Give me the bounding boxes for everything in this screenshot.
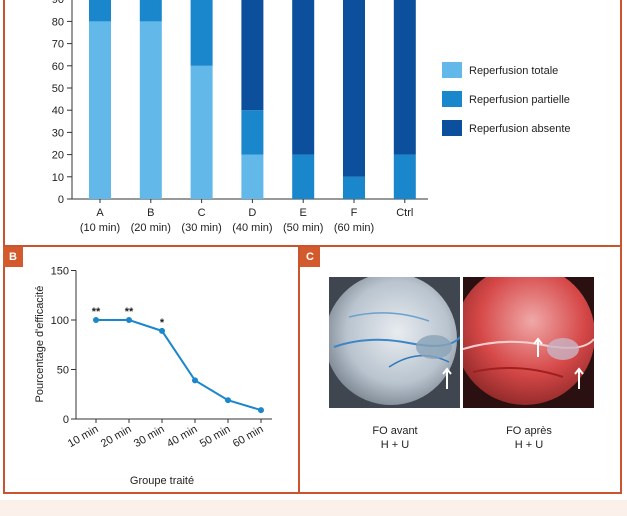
- x-tick-label: 40 min: [165, 423, 200, 450]
- photo-caption-after: FO après H + U: [474, 424, 584, 452]
- legend-swatch: [442, 91, 462, 107]
- x-tick-label: 50 min: [198, 423, 233, 450]
- y-axis-label: Pourcentage d'efficacité: [34, 286, 46, 403]
- bar-segment: [139, 21, 162, 200]
- significance-marker: **: [125, 306, 134, 318]
- photo-caption-after-line2: H + U: [514, 439, 544, 451]
- panel-c-badge: C: [300, 247, 320, 267]
- y-tick-label: 60: [52, 61, 64, 73]
- fundus-photo-before: [329, 277, 460, 408]
- bar-segment: [343, 0, 365, 177]
- x-tick-sublabel: (10 min): [80, 222, 120, 234]
- data-point: [225, 397, 231, 404]
- bottom-strip: [0, 500, 627, 516]
- legend-swatch: [442, 62, 462, 78]
- data-point: [258, 407, 264, 414]
- panel-divider-vertical: [298, 245, 300, 494]
- y-tick-label: 50: [57, 365, 69, 377]
- x-tick-label: F: [351, 207, 358, 219]
- x-tick-sublabel: (30 min): [181, 222, 221, 234]
- data-point: [159, 327, 165, 334]
- bar-segment: [393, 0, 416, 155]
- x-tick-label: B: [147, 207, 154, 219]
- data-point: [126, 317, 132, 323]
- bar-segment: [292, 154, 315, 199]
- y-tick-label: 40: [52, 105, 64, 117]
- bar-segment: [393, 154, 416, 199]
- y-tick-label: 100: [51, 315, 69, 327]
- legend-swatch: [442, 120, 462, 136]
- fundus-photo-after: [463, 277, 594, 408]
- y-tick-label: 150: [51, 266, 69, 278]
- y-tick-label: 50: [52, 83, 64, 95]
- stacked-bar-chart: 0 10 20 30 40 50 60 70 80 90 A (10 min) B (20 min) C (3…: [52, 0, 571, 234]
- bar-segment: [190, 65, 213, 199]
- x-tick-label: 60 min: [231, 423, 266, 450]
- photo-caption-before-line2: H + U: [380, 439, 410, 451]
- y-tick-label: 0: [63, 414, 69, 426]
- x-tick-sublabel: (60 min): [334, 222, 374, 234]
- photo-caption-before-line1: FO avant: [372, 425, 418, 437]
- x-tick-label: Ctrl: [396, 207, 413, 219]
- significance-marker: **: [92, 306, 101, 318]
- bar-segment: [89, 21, 111, 200]
- x-axis-label: Groupe traité: [130, 475, 194, 487]
- y-tick-label: 30: [52, 127, 64, 139]
- panel-divider-horizontal: [3, 245, 622, 247]
- y-tick-label: 70: [52, 39, 64, 51]
- photo-caption-before: FO avant H + U: [340, 424, 450, 452]
- bar-segment: [292, 0, 315, 155]
- y-tick-label: 20: [52, 150, 64, 162]
- x-tick-sublabel: (20 min): [131, 222, 171, 234]
- x-tick-sublabel: (40 min): [232, 222, 272, 234]
- y-tick-label: 80: [52, 16, 64, 28]
- significance-marker: *: [160, 317, 165, 329]
- efficacy-line-chart: 0 50 100 150 Pourcentage d'efficacité Groupe …: [34, 266, 272, 487]
- y-tick-label: 0: [58, 194, 64, 206]
- y-tick-label: 90: [52, 0, 64, 6]
- y-tick-label: 10: [52, 172, 64, 184]
- x-tick-label: 10 min: [66, 423, 101, 450]
- legend-label: Reperfusion absente: [469, 123, 571, 135]
- data-point: [192, 377, 198, 384]
- panel-b-badge: B: [3, 247, 23, 267]
- x-tick-sublabel: (50 min): [283, 222, 323, 234]
- bar-segment: [89, 0, 111, 22]
- legend-label: Reperfusion partielle: [469, 94, 570, 106]
- photo-caption-after-line1: FO après: [506, 425, 552, 437]
- x-tick-label: C: [198, 207, 206, 219]
- x-tick-label: 30 min: [132, 423, 167, 450]
- data-point: [93, 317, 99, 323]
- x-tick-label: 20 min: [99, 423, 134, 450]
- legend-label: Reperfusion totale: [469, 65, 558, 77]
- bar-segment: [190, 0, 213, 66]
- series-line: [96, 319, 262, 412]
- x-tick-label: A: [96, 207, 104, 219]
- bar-segment: [241, 0, 264, 111]
- x-tick-label: E: [300, 207, 307, 219]
- bar-segment: [241, 110, 264, 155]
- bar-segment: [241, 154, 264, 199]
- x-tick-label: D: [248, 207, 256, 219]
- bar-segment: [343, 176, 365, 199]
- bar-segment: [139, 0, 162, 22]
